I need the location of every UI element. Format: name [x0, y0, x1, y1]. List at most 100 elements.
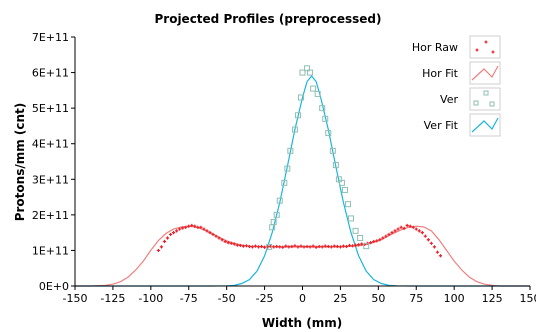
hor-raw-point [229, 241, 233, 245]
ver-point [266, 243, 273, 250]
legend-label-ver-fit: Ver Fit [424, 119, 459, 132]
hor-raw-point [332, 244, 336, 248]
legend-label-hor-fit: Hor Fit [422, 67, 459, 80]
hor-raw-point [393, 229, 397, 233]
hor-raw-point [335, 244, 339, 249]
hor-raw-point [320, 245, 324, 249]
hor-raw-point [262, 245, 267, 249]
hor-raw-point [423, 234, 427, 238]
hor-raw-point [275, 244, 279, 249]
hor-raw-point [314, 245, 318, 249]
legend-marker-hor-raw [484, 40, 488, 44]
hor-raw-point [323, 244, 327, 248]
hor-raw-point [247, 244, 252, 249]
legend-line-hor-fit [471, 65, 499, 81]
ver-point [357, 234, 364, 241]
legend-swatch-ver-fit [469, 113, 501, 137]
ver-point [270, 218, 277, 225]
hor-raw-point [402, 226, 406, 230]
ver-point [319, 105, 326, 112]
ver-point [338, 179, 345, 186]
chart-title: Projected Profiles (preprocessed) [154, 12, 381, 26]
y-tick-label: 4E+11 [32, 138, 69, 151]
hor-raw-point [360, 242, 364, 246]
ver-point [341, 186, 348, 193]
hor-raw-point [168, 232, 173, 237]
legend: Hor Raw Hor Fit Ver Ver Fit [412, 35, 501, 137]
hor-raw-point [278, 245, 282, 249]
x-tick-label: 25 [333, 292, 347, 305]
y-tick-label: 2E+11 [32, 209, 69, 222]
hor-raw-point [347, 243, 352, 248]
hor-raw-point [341, 244, 346, 248]
hor-raw-point [338, 245, 343, 249]
hor-raw-point [357, 243, 361, 247]
hor-raw-point [196, 225, 200, 229]
hor-raw-point [387, 232, 391, 237]
hor-raw-point [432, 245, 437, 249]
ver-point [345, 201, 351, 208]
ver-point [332, 162, 339, 169]
hor-raw-point [299, 244, 303, 248]
y-axis-label: Protons/mm (cnt) [13, 103, 27, 222]
ver-point [314, 90, 321, 97]
y-ticks: 0E+0 1E+11 2E+11 3E+11 4E+11 5E+11 6E+11 7E+11 [32, 31, 75, 293]
hor-raw-point [329, 245, 333, 249]
hor-raw-point [378, 238, 382, 242]
hor-raw-point [226, 241, 230, 245]
ver-point [276, 197, 283, 204]
hor-raw-point [344, 244, 349, 249]
hor-raw-point [302, 245, 306, 249]
hor-raw-point [232, 242, 236, 246]
hor-raw-point [175, 229, 179, 233]
x-tick-label: -100 [138, 292, 163, 305]
ver-point [304, 65, 311, 72]
hor-raw-point [159, 245, 164, 249]
x-tick-label: -50 [218, 292, 236, 305]
y-tick-label: 6E+11 [32, 67, 69, 80]
hor-raw-point [250, 245, 255, 249]
series-layer [75, 65, 530, 287]
hor-raw-point [381, 236, 385, 240]
hor-raw-point [417, 229, 421, 233]
hor-raw-point [399, 225, 403, 229]
hor-raw-point [426, 238, 430, 242]
legend-marker-hor-raw [475, 48, 479, 52]
hor-raw-point [411, 225, 415, 229]
hor-raw-point [184, 225, 188, 229]
hor-raw-point [214, 234, 218, 238]
hor-raw-point [244, 244, 248, 248]
hor-raw-point [317, 244, 321, 249]
ver-point [329, 147, 336, 154]
hor-raw-point [165, 236, 170, 240]
hor-raw-point [199, 225, 203, 229]
ver-point [363, 243, 370, 250]
hor-raw-point [290, 244, 294, 249]
hor-raw-point [205, 229, 209, 233]
hor-raw-point [308, 245, 312, 249]
hor-raw-point [287, 245, 291, 249]
legend-swatch-hor-fit [469, 61, 501, 85]
hor-raw-point [156, 248, 161, 253]
hor-raw-point [296, 245, 300, 249]
x-tick-label: -125 [100, 292, 125, 305]
hor-raw-point [284, 244, 288, 248]
hor-raw-point [375, 239, 379, 243]
hor-raw-point [272, 245, 276, 249]
hor-raw-point [238, 243, 242, 248]
hor-raw-point [190, 223, 194, 228]
y-tick-label: 5E+11 [32, 102, 69, 115]
hor-raw-point [171, 231, 176, 235]
legend-label-hor-raw: Hor Raw [412, 41, 458, 54]
x-tick-label: 75 [409, 292, 423, 305]
hor-raw-point [256, 245, 261, 249]
plot-area: -150 -125 -100 -75 -50 -25 0 25 50 75 100 125 150 0E… [32, 31, 536, 305]
hor-raw-point [384, 234, 388, 238]
ver-point [281, 179, 288, 186]
hor-raw-point [408, 224, 412, 228]
ver-point [291, 126, 298, 133]
hor-raw-point [353, 243, 358, 247]
x-tick-label: 50 [371, 292, 385, 305]
ver-point [325, 130, 332, 137]
